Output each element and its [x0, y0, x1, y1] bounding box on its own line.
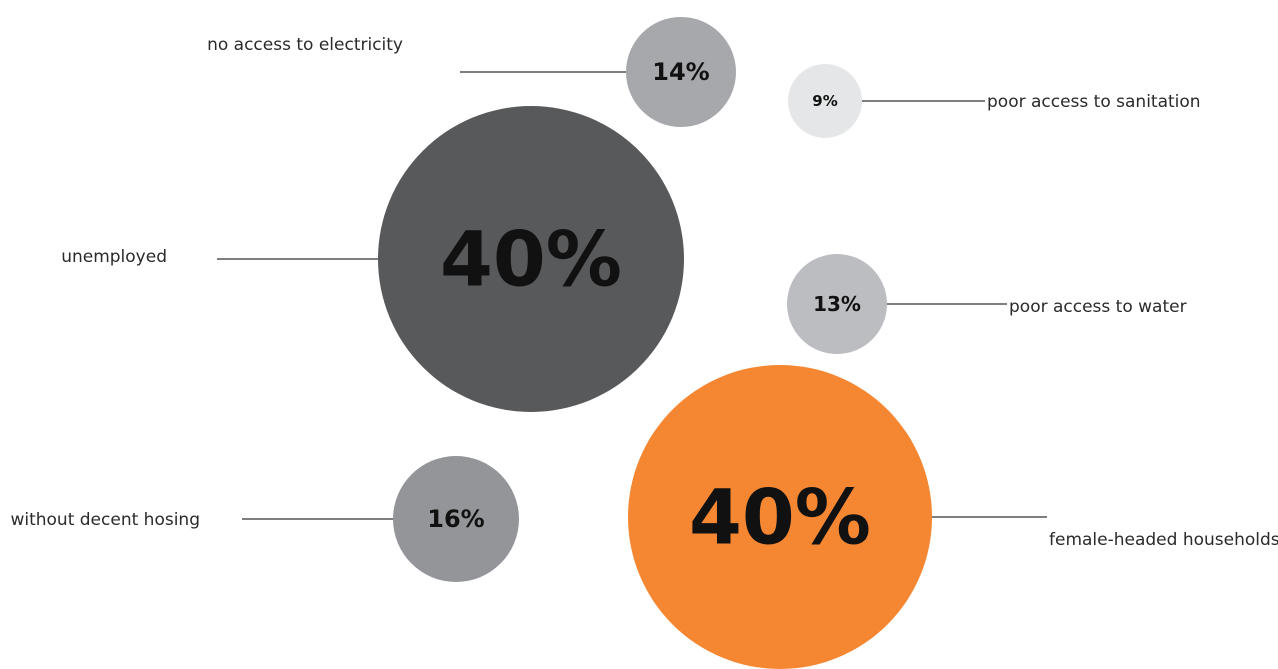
bubble-value-without-decent-hosing: 16%: [427, 505, 484, 533]
bubble-value-poor-access-to-sanitation: 9%: [812, 92, 837, 110]
bubble-female-headed-households: [628, 365, 932, 669]
bubble-label-without-decent-hosing: without decent hosing: [10, 510, 200, 530]
bubble-no-access-to-electricity: [626, 17, 736, 127]
bubble-poor-access-to-sanitation: [788, 64, 862, 138]
bubble-label-unemployed: unemployed: [61, 247, 167, 267]
bubble-group-unemployed: 40% unemployed: [61, 106, 684, 412]
bubble-without-decent-hosing: [393, 456, 519, 582]
bubble-group-poor-access-to-water: 13% poor access to water: [787, 254, 1187, 354]
bubble-value-no-access-to-electricity: 14%: [652, 58, 709, 86]
bubble-label-poor-access-to-sanitation: poor access to sanitation: [987, 92, 1201, 112]
bubble-group-poor-access-to-sanitation: 9% poor access to sanitation: [788, 64, 1201, 138]
bubble-label-no-access-to-electricity: no access to electricity: [207, 35, 403, 55]
bubble-value-poor-access-to-water: 13%: [813, 292, 861, 316]
bubble-value-female-headed-households: 40%: [689, 473, 871, 562]
bubble-group-no-access-to-electricity: 14% no access to electricity: [207, 17, 736, 127]
bubble-value-unemployed: 40%: [440, 215, 622, 304]
bubble-poor-access-to-water: [787, 254, 887, 354]
bubble-group-without-decent-hosing: 16% without decent hosing: [10, 456, 519, 582]
bubble-label-female-headed-households: female-headed households: [1049, 530, 1278, 550]
bubble-label-poor-access-to-water: poor access to water: [1009, 297, 1187, 317]
bubble-group-female-headed-households: 40% female-headed households: [628, 365, 1278, 669]
bubble-unemployed: [378, 106, 684, 412]
